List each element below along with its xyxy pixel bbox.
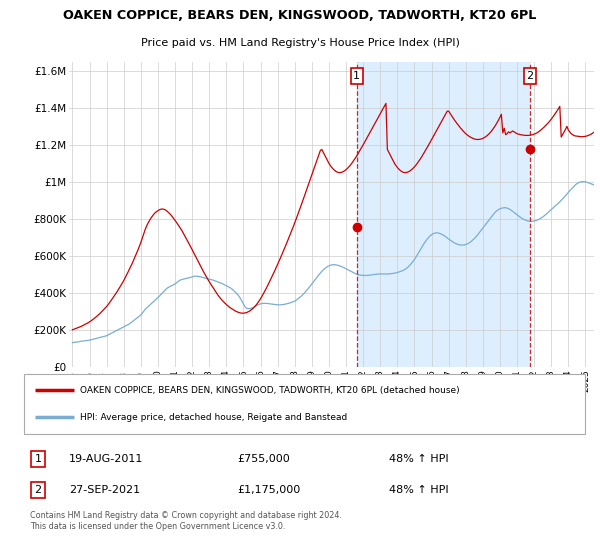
Text: 2: 2	[34, 485, 41, 495]
Text: 48% ↑ HPI: 48% ↑ HPI	[389, 454, 448, 464]
Text: 48% ↑ HPI: 48% ↑ HPI	[389, 485, 448, 495]
FancyBboxPatch shape	[24, 374, 585, 434]
Text: Price paid vs. HM Land Registry's House Price Index (HPI): Price paid vs. HM Land Registry's House …	[140, 38, 460, 48]
Text: OAKEN COPPICE, BEARS DEN, KINGSWOOD, TADWORTH, KT20 6PL: OAKEN COPPICE, BEARS DEN, KINGSWOOD, TAD…	[64, 9, 536, 22]
Text: OAKEN COPPICE, BEARS DEN, KINGSWOOD, TADWORTH, KT20 6PL (detached house): OAKEN COPPICE, BEARS DEN, KINGSWOOD, TAD…	[80, 386, 460, 395]
Text: 2: 2	[526, 71, 533, 81]
Text: £1,175,000: £1,175,000	[237, 485, 301, 495]
Text: 19-AUG-2011: 19-AUG-2011	[69, 454, 143, 464]
Text: 1: 1	[35, 454, 41, 464]
Text: £755,000: £755,000	[237, 454, 290, 464]
Text: Contains HM Land Registry data © Crown copyright and database right 2024.
This d: Contains HM Land Registry data © Crown c…	[29, 511, 341, 531]
Text: 1: 1	[353, 71, 361, 81]
Text: HPI: Average price, detached house, Reigate and Banstead: HPI: Average price, detached house, Reig…	[80, 413, 347, 422]
Bar	[357, 62, 530, 367]
Text: 27-SEP-2021: 27-SEP-2021	[69, 485, 140, 495]
